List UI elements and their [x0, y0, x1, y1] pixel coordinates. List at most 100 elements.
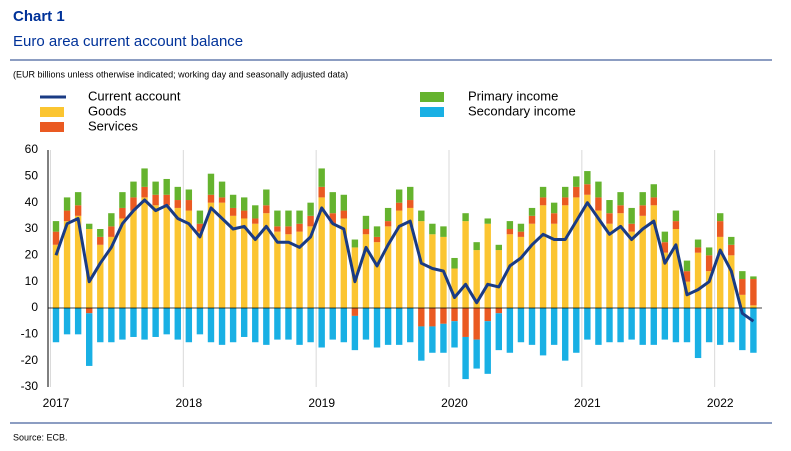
bar-segment [207, 173, 215, 195]
legend-swatch [40, 107, 64, 117]
bar-segment [340, 194, 348, 211]
bar-segment [130, 181, 137, 198]
chart-title: Chart 1 [13, 8, 65, 25]
bar-segment [484, 218, 491, 224]
bar-segment [384, 308, 392, 345]
bar-segment [196, 223, 204, 232]
bar-segment [584, 171, 591, 185]
bar-segment [229, 215, 237, 308]
bar-segment [639, 215, 646, 308]
bar-segment [606, 213, 613, 224]
bar-segment [451, 257, 458, 269]
bar-segment [750, 308, 757, 353]
bar-segment [717, 236, 724, 308]
bar-segment [739, 271, 746, 280]
legend-label: Current account [88, 88, 181, 103]
bar-segment [174, 200, 181, 208]
bar-segment [218, 308, 226, 345]
bar-segment [617, 308, 624, 343]
bar-segment [550, 213, 558, 224]
bar-segment [340, 308, 348, 343]
legend-label: Services [88, 118, 138, 133]
bar-segment [384, 207, 392, 222]
bar-segment [97, 308, 104, 343]
bar-segment [318, 308, 325, 348]
bar-segment [274, 210, 281, 227]
bar-segment [152, 194, 159, 206]
bar-segment [517, 231, 525, 237]
bar-segment [407, 308, 414, 343]
legend-label: Secondary income [468, 103, 576, 118]
bar-segment [307, 202, 314, 216]
bar-segment [506, 221, 514, 229]
bar-segment [63, 210, 71, 222]
bar-segment [174, 186, 181, 201]
bar-segment [329, 308, 336, 340]
y-tick-label: 40 [25, 195, 39, 209]
bar-segment [285, 210, 292, 227]
bar-segment [108, 213, 115, 227]
chart-subtitle: Euro area current account balance [13, 33, 243, 50]
bar-segment [373, 308, 381, 348]
bar-segment [285, 226, 292, 235]
bar-segment [274, 226, 281, 232]
bar-segment [595, 181, 602, 198]
bar-segment [562, 205, 569, 308]
bar-segment [539, 205, 547, 308]
bar-segment [473, 308, 480, 340]
bar-segment [639, 192, 646, 206]
bar-segment [617, 192, 624, 206]
bar-segment [650, 197, 657, 206]
bar-segment [395, 202, 403, 211]
bar-segment [628, 308, 635, 340]
bar-segment [750, 279, 757, 306]
bar-segment [606, 200, 613, 214]
bar-segment [661, 252, 669, 308]
bar-segment [728, 244, 735, 256]
bar-segment [218, 181, 226, 198]
bar-segment [639, 308, 646, 345]
bar-segment [97, 244, 104, 308]
bar-segment [141, 168, 148, 187]
bar-segment [584, 194, 591, 308]
bar-segment [285, 234, 292, 308]
bar-segment [506, 308, 514, 353]
bar-segment [705, 247, 713, 256]
bar-segment [506, 234, 514, 308]
bar-segment [683, 260, 691, 272]
bar-segment [661, 231, 669, 243]
bar-segment [163, 194, 170, 206]
bar-segment [550, 202, 558, 214]
bar-segment [617, 213, 624, 308]
bar-segment [628, 207, 635, 224]
bar-segment [218, 197, 226, 203]
bar-segment [174, 308, 181, 340]
bar-segment [573, 308, 580, 353]
bar-segment [141, 186, 148, 198]
y-tick-label: 20 [25, 248, 39, 262]
bar-segment [207, 202, 215, 308]
bar-segment [395, 308, 403, 345]
bar-segment [628, 223, 635, 232]
bar-segment [495, 308, 502, 314]
bar-segment [329, 213, 336, 224]
bar-segment [473, 250, 480, 308]
bar-segment [694, 252, 702, 308]
bar-segment [484, 321, 491, 374]
bar-segment [539, 197, 547, 206]
bar-segment [717, 221, 724, 237]
bar-segment [240, 218, 248, 308]
bar-segment [739, 294, 746, 308]
bar-segment [440, 323, 447, 353]
bar-segment [717, 213, 724, 222]
bar-segment [384, 226, 392, 308]
bar-segment [340, 218, 348, 308]
bar-segment [296, 231, 303, 308]
bar-segment [240, 308, 248, 337]
y-tick-label: 10 [25, 274, 39, 288]
bar-segment [694, 239, 702, 248]
bar-segment [108, 308, 115, 343]
bar-segment [528, 308, 536, 345]
bar-segment [130, 210, 137, 308]
bar-segment [639, 205, 646, 216]
